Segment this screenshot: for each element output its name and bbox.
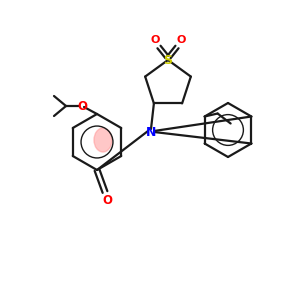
Text: O: O — [176, 35, 186, 45]
Text: O: O — [150, 35, 160, 45]
Ellipse shape — [94, 128, 112, 152]
Text: O: O — [77, 100, 87, 112]
Text: N: N — [146, 125, 156, 139]
Text: O: O — [102, 194, 112, 206]
Text: S: S — [164, 53, 172, 67]
